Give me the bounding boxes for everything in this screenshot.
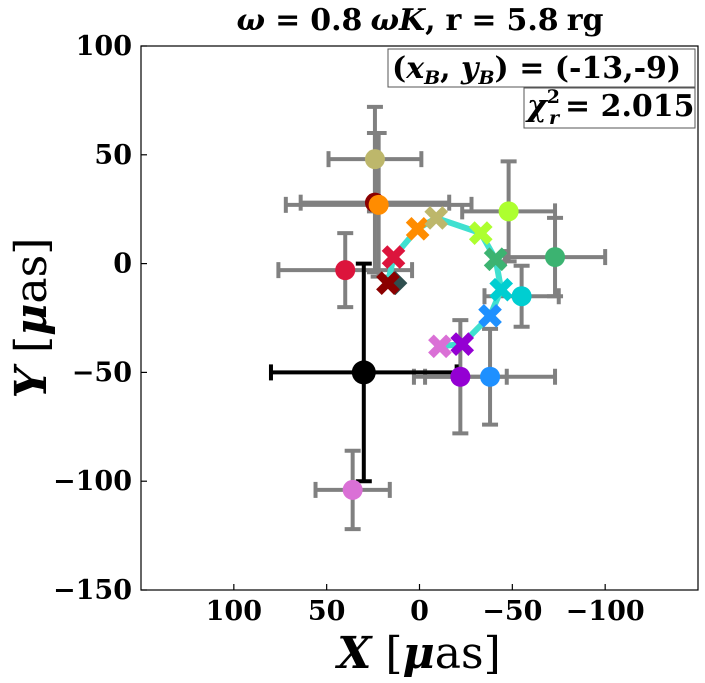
ann-yb: B <box>477 67 494 89</box>
model-cross-stroke <box>405 216 430 241</box>
title-eq2: = <box>471 3 496 38</box>
model-point <box>468 221 493 245</box>
observed-point <box>480 366 501 387</box>
annotation-box-2 <box>523 87 696 129</box>
model-point <box>405 216 430 241</box>
y-tick-label: −50 <box>72 357 132 388</box>
ann-r: r <box>549 107 561 129</box>
ann-xb: B <box>423 67 440 89</box>
ann-x: x <box>405 51 425 86</box>
ann-sq: 2 <box>547 86 560 108</box>
plot-layer <box>268 104 608 532</box>
ann-chirhs: = 2.015 <box>565 89 695 124</box>
model-point <box>450 332 475 356</box>
title-val: 0.8 <box>310 3 362 38</box>
plot-area <box>140 45 699 591</box>
model-cross-stroke <box>478 303 502 328</box>
title-rg: rg <box>567 3 604 38</box>
reference-point <box>351 360 376 385</box>
model-cross-stroke <box>424 206 449 230</box>
orbit-track-line <box>384 214 505 350</box>
model-point <box>478 303 502 328</box>
axis-ticks: 100 50 0 −50 −100 100 50 0 −50 −100 −150 <box>53 31 645 627</box>
model-cross-stroke <box>483 247 508 272</box>
x-axis-label: X [μas] <box>334 628 501 679</box>
y-tick-label: 100 <box>76 31 132 62</box>
title-rval: 5.8 <box>506 3 558 38</box>
title-omegak: ωK <box>370 3 427 38</box>
x-tick-label: −50 <box>482 596 542 627</box>
x-tick-label: 50 <box>308 596 346 627</box>
x-tick-label: 100 <box>206 596 262 627</box>
ann-rhs: = (-13,-9) <box>519 51 681 86</box>
y-tick-label: −100 <box>53 466 132 497</box>
model-point <box>489 277 514 302</box>
observed-point <box>545 247 566 268</box>
ann-y: y <box>460 51 481 86</box>
model-point <box>376 271 400 296</box>
model-point <box>428 334 452 359</box>
y-tick-label: 0 <box>113 249 132 280</box>
title-r: r <box>446 3 463 38</box>
annotation-chi2: χ2 r = 2.015 <box>525 86 695 129</box>
title-omega: ω <box>237 3 266 38</box>
y-tick-label: 50 <box>94 140 132 171</box>
title-eq1: = <box>275 3 300 38</box>
observed-point <box>450 366 471 387</box>
observed-point <box>368 194 389 215</box>
observed-point <box>335 260 356 281</box>
model-point <box>424 206 449 230</box>
model-cross-stroke <box>450 332 475 356</box>
observed-point <box>511 286 532 307</box>
x-tick-label: 0 <box>410 596 429 627</box>
title-comma: , <box>425 3 435 38</box>
annotation-center: (xB, yB) = (-13,-9) <box>392 51 681 89</box>
annotation-box-1 <box>387 48 696 88</box>
model-cross-stroke <box>376 271 400 296</box>
model-cross-stroke <box>468 221 493 245</box>
model-cross-stroke <box>381 245 406 269</box>
model-point <box>483 247 508 272</box>
y-axis-label: Y [μas] <box>6 238 57 399</box>
model-cross-stroke <box>489 277 514 302</box>
observed-point <box>364 149 385 170</box>
model-point <box>381 245 406 269</box>
observed-point <box>342 479 363 500</box>
ann-chi: χ <box>525 89 549 124</box>
chart-title: ω = 0.8 ωK, r = 5.8 rg <box>237 3 604 38</box>
observed-point <box>498 201 519 222</box>
model-cross-stroke <box>428 334 452 359</box>
y-tick-label: −150 <box>53 575 132 606</box>
x-tick-label: −100 <box>566 596 645 627</box>
